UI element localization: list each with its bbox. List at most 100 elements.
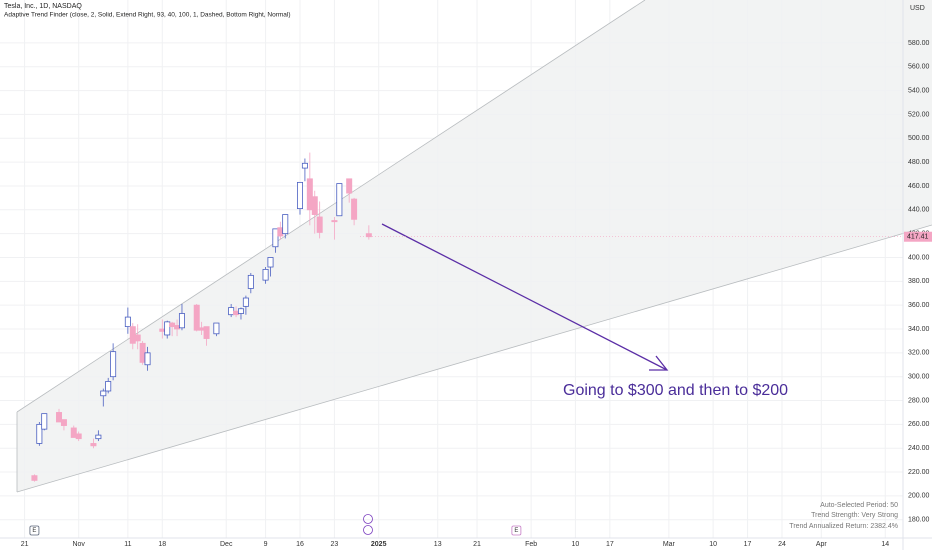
x-tick-label: Mar <box>663 541 676 548</box>
stat: Trend Annualized Return: 2382.4% <box>789 523 898 530</box>
x-tick-label: 10 <box>709 541 717 548</box>
y-tick-label: 460.00 <box>908 183 930 190</box>
x-tick-label: 21 <box>21 541 29 548</box>
last-price-box <box>904 231 932 242</box>
x-tick-label: 17 <box>744 541 752 548</box>
candle-body <box>90 443 97 447</box>
candle-body <box>105 381 112 392</box>
candle-body <box>164 321 171 336</box>
y-tick-label: 400.00 <box>908 254 930 261</box>
annotation: Going to $300 and then to $200 <box>563 382 788 399</box>
event-label: E <box>514 528 518 534</box>
y-tick-label: 520.00 <box>908 111 930 118</box>
y-tick-label: 360.00 <box>908 302 930 309</box>
candle-body <box>311 196 318 215</box>
candle-body <box>346 178 353 194</box>
channel-lower <box>16 224 932 493</box>
event-marker <box>29 525 40 536</box>
candle-body <box>198 327 205 331</box>
candle-body <box>301 162 308 169</box>
x-tick-label: 18 <box>158 541 166 548</box>
candle-body <box>31 475 38 481</box>
x-tick-label: 17 <box>606 541 614 548</box>
x-tick-label: 11 <box>124 541 131 548</box>
candle-body <box>169 322 176 328</box>
candle-body <box>139 342 146 363</box>
grid <box>0 0 903 538</box>
candle-body <box>242 297 249 307</box>
candle-body <box>306 178 313 211</box>
candle-body <box>351 198 358 220</box>
x-tick-label: 2025 <box>371 541 387 548</box>
candle-body <box>75 433 82 440</box>
event-icon[interactable] <box>363 525 373 535</box>
candle-body <box>95 434 102 440</box>
candle-body <box>262 269 269 281</box>
candle-body <box>36 423 43 444</box>
candle-body <box>110 351 117 378</box>
y-tick-label: 580.00 <box>908 40 930 47</box>
candle-body <box>56 412 63 423</box>
candle-body <box>129 326 136 344</box>
candle-body <box>41 413 48 430</box>
y-tick-label: 440.00 <box>908 207 930 214</box>
candle-body <box>70 427 77 438</box>
candle-body <box>237 308 244 314</box>
chart-title: Tesla, Inc., 1D, NASDAQ <box>4 3 82 10</box>
x-tick-label: 21 <box>473 541 481 548</box>
arrow <box>381 223 668 371</box>
candle-body <box>203 326 210 339</box>
indicator-label: Adaptive Trend Finder (close, 2, Solid, … <box>4 12 291 19</box>
y-tick-label: 480.00 <box>908 159 930 166</box>
y-tick-label: 280.00 <box>908 397 930 404</box>
candle-body <box>174 325 181 330</box>
y-tick-label: 340.00 <box>908 326 930 333</box>
candle-body <box>100 390 107 397</box>
trend-channel <box>17 0 932 492</box>
y-tick-label: 560.00 <box>908 64 930 71</box>
candle-body <box>316 216 323 233</box>
event-icon[interactable] <box>363 514 373 524</box>
currency: USD <box>910 5 925 12</box>
y-tick-label: 540.00 <box>908 87 930 94</box>
event-label: E <box>32 528 36 534</box>
arrow-head <box>649 355 669 371</box>
candle-body <box>193 304 200 331</box>
candle-body <box>233 310 240 316</box>
candle-body <box>365 233 372 238</box>
channel-upper <box>16 0 646 413</box>
candle-body <box>247 274 254 289</box>
candle-body <box>60 419 67 426</box>
x-tick-label: Apr <box>816 541 828 548</box>
x-tick-label: Feb <box>525 541 537 548</box>
y-tick-label: 380.00 <box>908 278 930 285</box>
candle-body <box>267 257 274 268</box>
stat: Auto-Selected Period: 50 <box>820 502 898 509</box>
y-tick-label: 500.00 <box>908 135 930 142</box>
x-tick-label: Dec <box>220 541 233 548</box>
y-tick-label: 220.00 <box>908 469 930 476</box>
candle-body <box>336 183 343 217</box>
last-price-label: 417.41 <box>907 234 929 241</box>
y-tick-label: 200.00 <box>908 493 930 500</box>
x-tick-label: 14 <box>881 541 889 548</box>
x-tick-label: Nov <box>72 541 85 548</box>
candle-body <box>144 352 151 366</box>
x-tick-label: 24 <box>778 541 786 548</box>
candle-body <box>272 228 279 248</box>
x-tick-label: 9 <box>264 541 268 548</box>
candle-body <box>282 214 289 235</box>
candles <box>31 152 372 482</box>
x-tick-label: 16 <box>296 541 304 548</box>
x-tick-label: 23 <box>331 541 339 548</box>
y-tick-label: 300.00 <box>908 374 930 381</box>
y-tick-label: 180.00 <box>908 517 930 524</box>
x-tick-label: 10 <box>572 541 580 548</box>
candle-body <box>134 334 141 342</box>
candle-body <box>296 181 303 210</box>
candle-body <box>159 328 166 332</box>
y-tick-label: 320.00 <box>908 350 930 357</box>
y-tick-label: 240.00 <box>908 445 930 452</box>
x-tick-label: 13 <box>434 541 442 548</box>
